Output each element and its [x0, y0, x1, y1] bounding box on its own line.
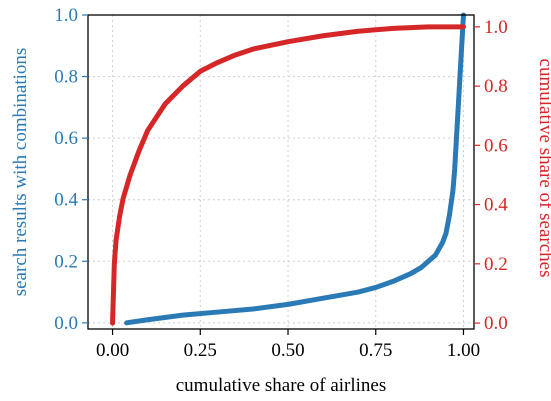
right-y-axis: 0.0 0.2 0.4 0.6 0.8 1.0 — [474, 17, 508, 334]
x-tick-label: 0.50 — [271, 340, 304, 361]
left-y-axis: 0.0 0.2 0.4 0.6 0.8 1.0 — [54, 5, 88, 334]
x-axis-label: cumulative share of airlines — [176, 375, 387, 396]
right-y-tick-label: 0.2 — [484, 254, 508, 275]
red-series-line — [110, 24, 466, 326]
right-y-tick-label: 1.0 — [484, 17, 508, 38]
right-y-tick-label: 0.8 — [484, 76, 508, 97]
left-y-tick-label: 0.0 — [54, 313, 78, 334]
left-y-tick-label: 1.0 — [54, 5, 78, 26]
left-y-tick-label: 0.2 — [54, 251, 78, 272]
plot-frame — [87, 14, 475, 330]
right-y-axis-label: cumulative share of searches — [535, 59, 551, 278]
right-y-tick-label: 0.6 — [484, 135, 508, 156]
series-lines — [110, 12, 466, 326]
x-tick-label: 0.00 — [96, 340, 129, 361]
left-y-axis-label: search results with combinations — [10, 48, 31, 297]
right-y-tick-label: 0.0 — [484, 313, 508, 334]
x-tick-label: 0.75 — [359, 340, 392, 361]
grid-lines — [88, 14, 474, 329]
left-y-tick-label: 0.6 — [54, 128, 78, 149]
x-axis: 0.00 0.25 0.50 0.75 1.00 — [96, 329, 480, 361]
x-tick-label: 0.25 — [184, 340, 217, 361]
left-y-tick-label: 0.8 — [54, 67, 78, 88]
right-y-tick-label: 0.4 — [484, 195, 508, 216]
blue-series-line — [124, 12, 466, 326]
left-y-tick-label: 0.4 — [54, 190, 78, 211]
x-tick-label: 1.00 — [447, 340, 480, 361]
